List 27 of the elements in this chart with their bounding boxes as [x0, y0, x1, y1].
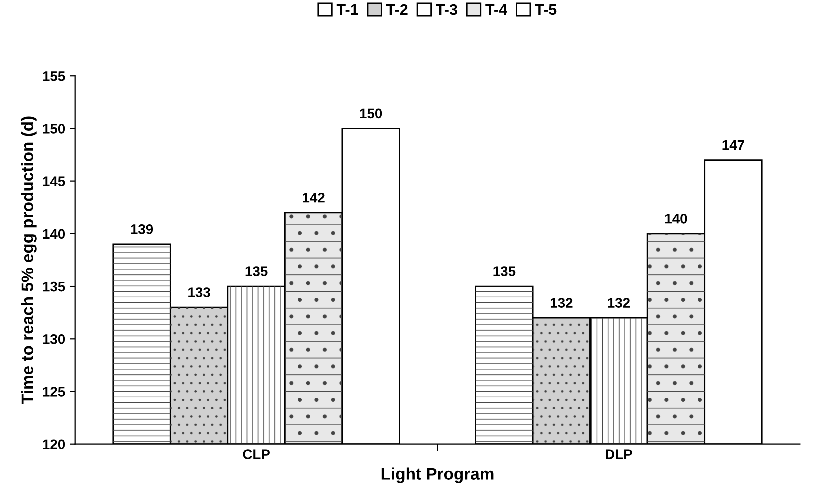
- data-label: 147: [722, 140, 744, 150]
- x-tick-label: CLP: [243, 450, 270, 460]
- legend-label: T-4: [486, 4, 508, 15]
- y-tick-label: 145: [43, 176, 66, 186]
- data-label: 132: [550, 298, 573, 308]
- data-label: 135: [246, 266, 268, 276]
- y-tick-label: 155: [43, 72, 66, 82]
- data-label: 142: [303, 192, 325, 203]
- data-label: 140: [666, 214, 688, 224]
- data-label: 150: [360, 108, 382, 119]
- legend-label: T-2: [386, 4, 408, 15]
- data-label: 132: [608, 298, 630, 308]
- y-tick-label: 120: [43, 440, 66, 450]
- y-axis-title: Time to reach 5% egg production (d): [21, 116, 37, 404]
- data-label: 135: [494, 266, 516, 276]
- x-axis-title: Light Program: [382, 468, 494, 484]
- y-tick-label: 125: [43, 387, 66, 397]
- legend-label: T-1: [336, 4, 358, 15]
- x-tick-label: DLP: [606, 450, 632, 460]
- legend-label: T-5: [535, 4, 557, 16]
- y-tick-label: 150: [43, 124, 66, 134]
- y-tick-label: 140: [43, 229, 66, 240]
- legend-label: T-3: [436, 4, 458, 16]
- data-label: 139: [131, 224, 154, 234]
- y-tick-label: 130: [43, 334, 66, 344]
- y-tick-label: 135: [43, 282, 66, 292]
- data-label: 133: [188, 288, 210, 298]
